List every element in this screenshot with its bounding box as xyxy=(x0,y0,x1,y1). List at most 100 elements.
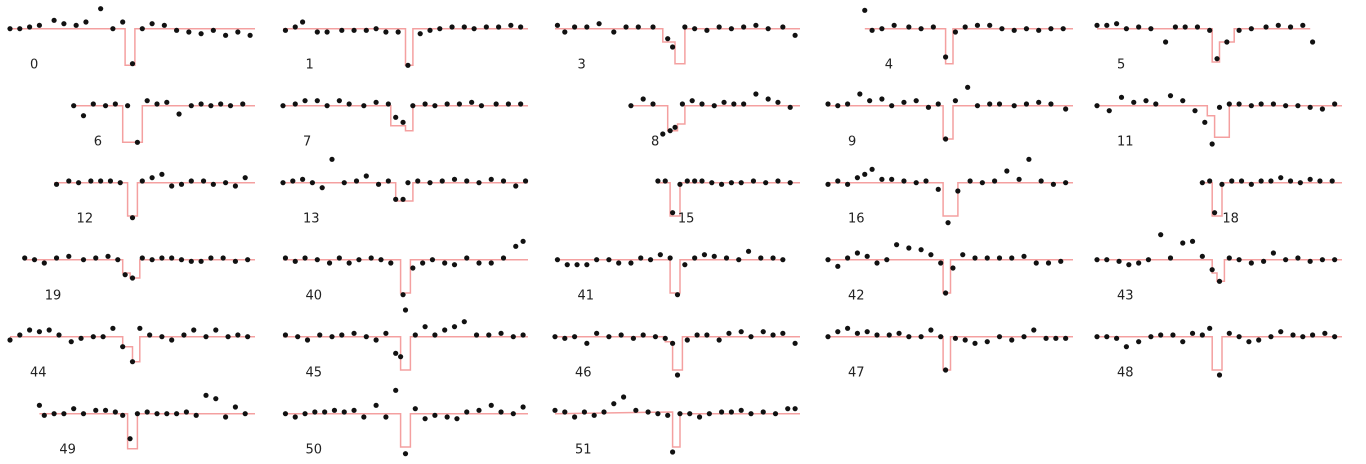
data-point xyxy=(723,255,730,261)
data-point xyxy=(741,101,747,107)
data-point xyxy=(670,210,676,216)
model-line xyxy=(10,27,255,67)
data-point xyxy=(945,220,951,226)
data-point xyxy=(943,367,949,373)
data-point xyxy=(1009,255,1015,261)
data-point xyxy=(105,253,111,259)
data-point xyxy=(147,332,153,338)
data-point xyxy=(429,257,436,263)
data-point xyxy=(1199,332,1205,338)
data-point xyxy=(1192,108,1198,114)
data-point xyxy=(1043,335,1049,341)
data-point xyxy=(496,24,502,30)
data-point xyxy=(696,414,703,420)
data-point xyxy=(41,412,47,418)
data-point xyxy=(341,180,347,186)
data-point xyxy=(1332,257,1338,263)
data-point xyxy=(295,334,301,340)
data-point xyxy=(974,22,981,28)
data-point xyxy=(1287,178,1294,184)
data-point xyxy=(326,260,333,266)
data-point xyxy=(562,335,568,341)
data-point xyxy=(594,330,600,336)
data-point xyxy=(864,329,870,335)
data-point xyxy=(218,101,224,107)
data-point xyxy=(845,255,851,261)
data-point xyxy=(562,29,568,35)
data-point xyxy=(952,335,959,341)
data-point xyxy=(1026,156,1032,162)
data-point xyxy=(674,372,681,378)
panel-label: 13 xyxy=(303,212,320,227)
data-point xyxy=(987,22,993,28)
data-point xyxy=(129,359,136,365)
data-point xyxy=(112,409,118,415)
data-point xyxy=(923,178,929,184)
data-point xyxy=(120,19,126,25)
data-point xyxy=(635,24,641,30)
data-point xyxy=(889,103,895,109)
data-point xyxy=(240,101,246,107)
data-point xyxy=(405,62,411,68)
data-point xyxy=(1016,176,1022,182)
data-point xyxy=(687,411,693,417)
data-point xyxy=(451,262,458,268)
data-point xyxy=(692,255,698,261)
data-point xyxy=(181,332,187,338)
data-point xyxy=(564,262,570,268)
data-point xyxy=(161,22,167,28)
data-point xyxy=(1224,39,1230,45)
data-point xyxy=(27,327,33,333)
data-point xyxy=(1126,262,1132,268)
data-point xyxy=(672,124,678,130)
data-point xyxy=(650,24,656,30)
data-point xyxy=(393,387,399,393)
data-point xyxy=(938,260,944,266)
data-point xyxy=(1295,103,1301,109)
data-point xyxy=(169,337,175,343)
data-point xyxy=(787,180,793,186)
data-point xyxy=(699,101,705,107)
data-point xyxy=(149,21,155,27)
data-point xyxy=(1248,260,1254,266)
model-line xyxy=(555,335,800,371)
data-point xyxy=(174,27,180,33)
data-point xyxy=(139,178,145,184)
data-point xyxy=(93,255,99,261)
data-point xyxy=(1180,98,1186,104)
data-point xyxy=(213,396,219,402)
data-point xyxy=(1048,26,1054,32)
data-point xyxy=(562,409,568,415)
data-point xyxy=(1248,181,1254,187)
data-point xyxy=(996,101,1003,107)
data-point xyxy=(488,402,494,408)
data-point xyxy=(1023,101,1030,107)
data-point xyxy=(154,411,160,417)
data-point xyxy=(657,252,663,258)
data-point xyxy=(996,255,1003,261)
data-point xyxy=(80,257,87,263)
data-point xyxy=(115,257,121,263)
data-point xyxy=(393,350,399,356)
data-point xyxy=(317,332,323,338)
data-point xyxy=(552,334,558,340)
panel-label: 50 xyxy=(305,443,322,458)
data-point xyxy=(314,29,320,35)
data-point xyxy=(1189,238,1196,244)
data-point xyxy=(451,324,458,330)
data-point xyxy=(383,29,389,35)
data-point xyxy=(1145,257,1152,263)
data-point xyxy=(618,332,624,338)
data-point xyxy=(346,260,352,266)
data-point xyxy=(520,238,526,244)
data-point xyxy=(738,407,744,413)
data-point xyxy=(699,178,705,184)
panel-label: 45 xyxy=(305,366,322,381)
data-point xyxy=(66,178,72,184)
data-point xyxy=(1310,332,1316,338)
panel-label: 1 xyxy=(305,58,313,73)
data-point xyxy=(1307,176,1313,182)
data-point xyxy=(1048,101,1054,107)
data-point xyxy=(628,260,634,266)
